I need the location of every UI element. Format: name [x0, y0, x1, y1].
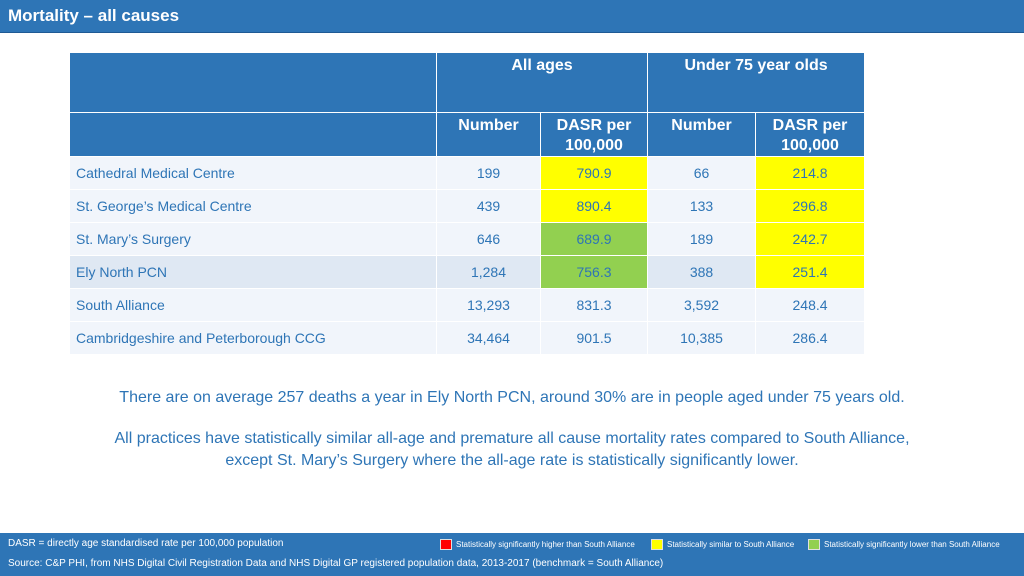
row-label: Ely North PCN — [69, 255, 437, 289]
summary-line-1: There are on average 257 deaths a year i… — [119, 389, 905, 406]
table-row: St. Mary’s Surgery 646 689.9 189 242.7 — [69, 222, 866, 256]
header-under-75: Under 75 year olds — [647, 52, 866, 113]
row-label: St. George’s Medical Centre — [69, 189, 437, 223]
summary-line-2b: except St. Mary’s Surgery where the all-… — [225, 452, 799, 469]
cell-number-all: 13,293 — [436, 288, 541, 322]
cell-dasr-u75: 248.4 — [755, 288, 866, 322]
header-dasr-all: DASR per 100,000 — [539, 112, 649, 157]
table-row: Cathedral Medical Centre 199 790.9 66 21… — [69, 156, 866, 190]
cell-dasr-u75: 214.8 — [755, 156, 866, 190]
header-all-ages: All ages — [435, 52, 649, 113]
summary-line-2a: All practices have statistically similar… — [114, 430, 910, 447]
cell-number-all: 199 — [436, 156, 541, 190]
title-bar: Mortality – all causes — [0, 0, 1024, 33]
cell-dasr-u75: 251.4 — [755, 255, 866, 289]
cell-number-u75: 3,592 — [647, 288, 757, 322]
legend-item-higher: Statistically significantly higher than … — [440, 539, 635, 550]
cell-dasr-all: 901.5 — [539, 321, 649, 355]
cell-number-all: 646 — [436, 222, 541, 256]
cell-number-all: 1,284 — [436, 255, 541, 289]
row-label: Cambridgeshire and Peterborough CCG — [69, 321, 437, 355]
row-label: Cathedral Medical Centre — [69, 156, 437, 190]
legend-label-lower: Statistically significantly lower than S… — [824, 540, 1000, 549]
cell-number-u75: 66 — [647, 156, 757, 190]
legend-swatch-similar — [651, 539, 663, 550]
cell-number-all: 34,464 — [436, 321, 541, 355]
cell-dasr-all: 790.9 — [539, 156, 649, 190]
legend-label-higher: Statistically significantly higher than … — [456, 540, 635, 549]
cell-number-u75: 388 — [647, 255, 757, 289]
legend-item-lower: Statistically significantly lower than S… — [808, 539, 1000, 550]
cell-number-all: 439 — [436, 189, 541, 223]
cell-dasr-u75: 296.8 — [755, 189, 866, 223]
header-number-u75: Number — [647, 112, 757, 157]
legend-label-similar: Statistically similar to South Alliance — [667, 540, 795, 549]
table-row: Cambridgeshire and Peterborough CCG 34,4… — [69, 321, 866, 355]
header-blank-2 — [69, 112, 437, 157]
header-dasr-u75: DASR per 100,000 — [755, 112, 866, 157]
mortality-table: All ages Under 75 year olds Number DASR … — [69, 52, 866, 355]
header-number-all: Number — [436, 112, 541, 157]
cell-dasr-all: 831.3 — [539, 288, 649, 322]
table-row: South Alliance 13,293 831.3 3,592 248.4 — [69, 288, 866, 322]
legend-item-similar: Statistically similar to South Alliance — [651, 539, 794, 550]
cell-dasr-u75: 242.7 — [755, 222, 866, 256]
summary-paragraph: All practices have statistically similar… — [40, 428, 984, 472]
dasr-note: DASR = directly age standardised rate pe… — [8, 538, 284, 549]
table-row: St. George’s Medical Centre 439 890.4 13… — [69, 189, 866, 223]
cell-dasr-all: 890.4 — [539, 189, 649, 223]
cell-dasr-u75: 286.4 — [755, 321, 866, 355]
source-note: Source: C&P PHI, from NHS Digital Civil … — [8, 558, 664, 569]
footer: DASR = directly age standardised rate pe… — [0, 533, 1024, 576]
cell-dasr-all: 689.9 — [539, 222, 649, 256]
legend-swatch-lower — [808, 539, 820, 550]
row-label: St. Mary’s Surgery — [69, 222, 437, 256]
header-blank — [69, 52, 437, 113]
row-label: South Alliance — [69, 288, 437, 322]
page-title: Mortality – all causes — [8, 6, 180, 25]
cell-number-u75: 189 — [647, 222, 757, 256]
cell-dasr-all: 756.3 — [539, 255, 649, 289]
cell-number-u75: 10,385 — [647, 321, 757, 355]
cell-number-u75: 133 — [647, 189, 757, 223]
table-row-pcn: Ely North PCN 1,284 756.3 388 251.4 — [69, 255, 866, 289]
legend-swatch-higher — [440, 539, 452, 550]
